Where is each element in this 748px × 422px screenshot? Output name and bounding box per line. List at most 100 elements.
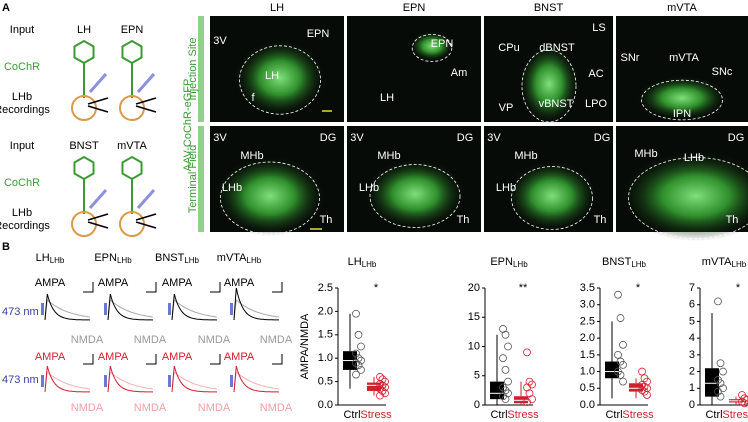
y-tick-label: 2.0 xyxy=(580,332,595,344)
column-label: mVTA xyxy=(667,2,697,14)
nmda-label: NMDA xyxy=(260,334,293,346)
data-point xyxy=(643,391,651,399)
y-tick-label: 3.0 xyxy=(580,299,595,311)
ampa-label: AMPA xyxy=(35,351,66,363)
trace-title-sub: LHb xyxy=(247,256,262,265)
data-point xyxy=(504,377,512,386)
region-label: f xyxy=(251,92,255,104)
opsin-label: CoChR xyxy=(4,177,40,189)
recording-label: Recordings xyxy=(0,104,50,116)
region-label: AC xyxy=(588,68,603,80)
nmda-trace xyxy=(44,298,91,321)
region-label: LPO xyxy=(585,98,607,110)
y-axis-label: AMPA/NMDA xyxy=(299,313,311,379)
chart-title-sub: LHb xyxy=(513,260,528,269)
region-outline xyxy=(628,157,748,239)
data-point xyxy=(638,386,646,394)
y-tick-label: 2 xyxy=(689,365,695,377)
scale-bar xyxy=(83,282,94,293)
region-label: LHb xyxy=(222,182,242,194)
region-label: LHb xyxy=(359,182,379,194)
y-tick-label: 1.5 xyxy=(580,349,595,361)
micrograph xyxy=(347,16,481,122)
data-point xyxy=(523,348,531,357)
data-point xyxy=(352,358,360,367)
source-label: BNST xyxy=(69,140,99,152)
chart-title-main: BNST xyxy=(602,256,632,268)
light-pulse xyxy=(41,375,44,387)
trace-title-main: EPN xyxy=(94,252,117,264)
region-label: LS xyxy=(592,22,605,34)
data-point xyxy=(378,375,387,384)
region-label: MHb xyxy=(240,150,263,162)
y-tick-label: 2.0 xyxy=(318,305,333,317)
light-pulse xyxy=(104,375,107,387)
box xyxy=(514,396,528,404)
trace-title: EPNLHb xyxy=(94,252,132,265)
nmda-trace xyxy=(107,370,154,393)
region-label: DG xyxy=(457,132,474,144)
nmda-label: NMDA xyxy=(198,402,231,414)
data-point xyxy=(381,389,389,398)
optic-fiber xyxy=(136,189,156,209)
data-point xyxy=(352,309,360,318)
y-tick-label: 0.5 xyxy=(580,382,595,394)
data-point xyxy=(501,365,510,374)
region-outline xyxy=(369,164,461,228)
data-point xyxy=(499,354,507,363)
neuron-soma xyxy=(73,39,95,65)
fluorescence xyxy=(519,44,579,124)
y-tick-label: 3 xyxy=(689,349,695,361)
row-bar xyxy=(198,126,204,232)
data-point xyxy=(619,360,627,369)
data-point xyxy=(614,290,622,299)
y-tick-label: 0.5 xyxy=(318,376,333,388)
y-tick-label: 15 xyxy=(468,311,480,323)
y-tick-label: 5 xyxy=(689,315,695,327)
input-label: Input xyxy=(10,24,34,36)
ampa-trace xyxy=(107,365,154,393)
region-label: Th xyxy=(726,214,739,226)
light-label: 473 nm xyxy=(2,374,39,386)
data-point xyxy=(357,356,365,365)
row-label: Injection Site xyxy=(187,38,199,101)
chart-title-main: LH xyxy=(348,256,362,268)
region-label: MHb xyxy=(634,148,657,160)
source-label: mVTA xyxy=(117,140,147,152)
electrode xyxy=(87,213,109,229)
region-label: Th xyxy=(594,214,607,226)
y-tick-label: 6 xyxy=(689,299,695,311)
y-tick-label: 2.5 xyxy=(318,282,333,294)
data-point xyxy=(616,314,625,322)
chart-title-sub: LHb xyxy=(362,260,377,269)
trace-title-sub: LHb xyxy=(184,256,199,265)
region-label: Th xyxy=(457,214,470,226)
region-label: DG xyxy=(728,132,745,144)
region-label: CPu xyxy=(498,42,519,54)
data-point xyxy=(619,377,627,386)
box xyxy=(490,381,504,400)
region-outline xyxy=(521,49,577,123)
region-label: MHb xyxy=(377,150,400,162)
region-label: EPN xyxy=(431,38,454,50)
region-outline xyxy=(220,161,320,235)
data-point xyxy=(501,330,510,339)
electrode xyxy=(135,97,157,113)
region-label: LH xyxy=(380,92,394,104)
neuron-soma xyxy=(121,39,143,65)
neuron-soma xyxy=(73,155,95,181)
opsin-label: CoChR xyxy=(4,61,40,73)
panel-label: A xyxy=(2,2,10,14)
region-label: dBNST xyxy=(539,42,575,54)
y-tick-label: 10 xyxy=(468,340,480,352)
fluorescence xyxy=(235,40,325,116)
y-tick-label: 2.5 xyxy=(580,315,595,327)
ampa-trace xyxy=(44,293,91,321)
region-label: DG xyxy=(594,132,611,144)
region-label: LH xyxy=(265,70,279,82)
chart-title: EPNLHb xyxy=(490,256,528,269)
recording-label: Recordings xyxy=(0,220,50,232)
data-point xyxy=(499,383,507,392)
chart-title-sub: LHb xyxy=(732,260,747,269)
y-tick-label: 5 xyxy=(474,370,480,382)
